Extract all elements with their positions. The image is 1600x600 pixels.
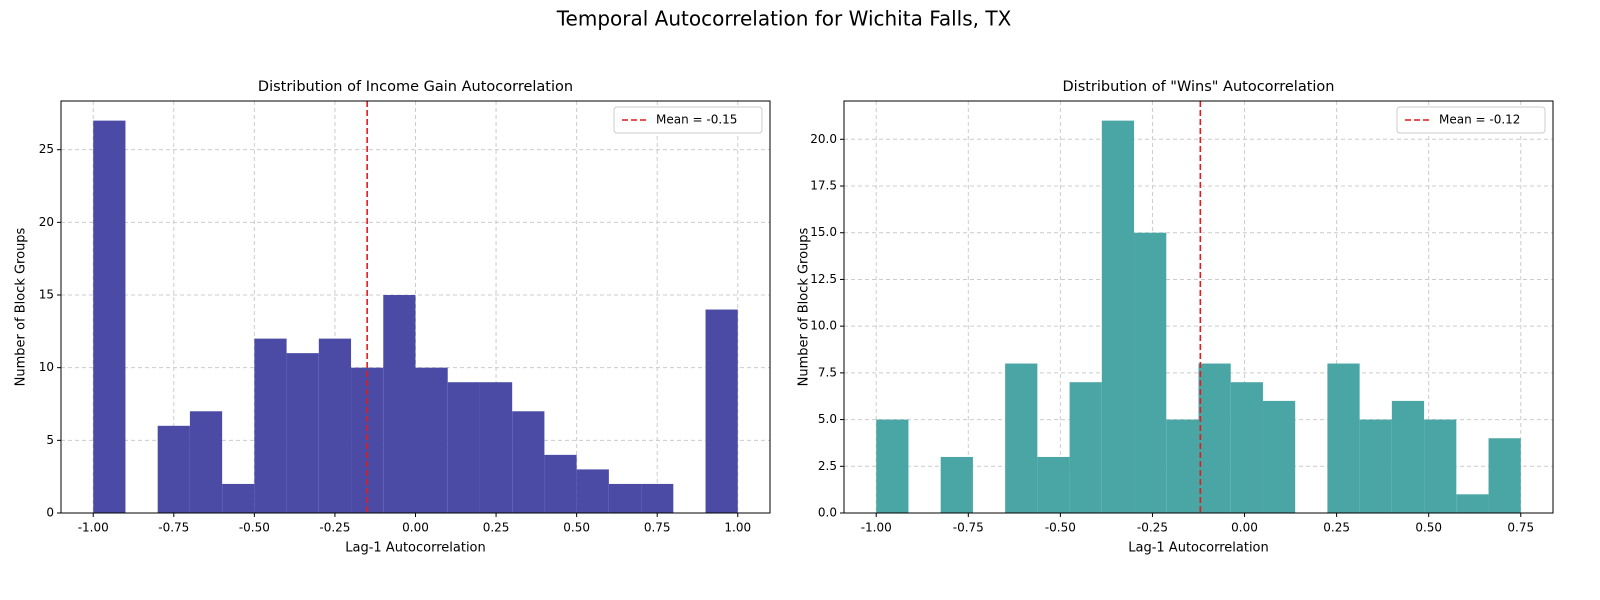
bar [318,338,352,513]
plot-frame [843,100,1554,514]
legend-box [613,106,763,134]
y-tick-label: 7.5 [818,365,837,379]
bar [189,411,223,513]
y-tick-label: 5.0 [818,412,837,426]
x-axis-label: Lag-1 Autocorrelation [345,541,486,556]
bar [544,454,577,513]
bar [222,483,255,513]
y-tick-label: 20.0 [810,132,837,146]
bar [447,382,480,513]
x-tick-label: 0.25 [1323,521,1350,535]
y-tick-label: 10.0 [810,319,837,333]
y-tick-label: 20 [39,215,54,229]
bar [1230,382,1263,513]
bar [415,367,448,513]
bar [1359,419,1392,513]
y-tick-label: 15.0 [810,225,837,239]
x-tick-label: -0.50 [239,521,270,535]
x-tick-label: 0.25 [483,521,510,535]
bar [1456,494,1489,513]
y-axis-label: Number of Block Groups [14,227,29,386]
bar [512,411,545,513]
chart-title: Distribution of Income Gain Autocorrelat… [258,79,573,95]
x-tick-label: 0.00 [402,521,429,535]
x-tick-label: 0.50 [563,521,590,535]
bar [641,483,674,513]
y-tick-label: 12.5 [810,272,837,286]
bar [705,309,738,513]
y-tick-label: 5 [46,433,54,447]
bar [286,353,319,513]
legend-label: Mean = -0.15 [656,113,737,127]
bar [157,425,190,513]
bar [1166,419,1199,513]
x-tick-label: -1.00 [78,521,109,535]
legend-box [1396,106,1546,134]
plot-frame [60,100,771,514]
bar [1424,419,1457,513]
bar [254,338,287,513]
y-tick-label: 15 [39,288,54,302]
y-tick-label: 17.5 [810,179,837,193]
x-tick-label: -1.00 [861,521,892,535]
y-tick-label: 10 [39,360,54,374]
bar [1134,232,1167,513]
bar [1262,400,1296,513]
chart-title: Distribution of "Wins" Autocorrelation [1063,79,1335,95]
x-tick-label: -0.75 [158,521,189,535]
bar [1069,382,1102,513]
x-tick-label: 0.75 [1507,521,1534,535]
x-tick-label: 0.00 [1231,521,1258,535]
bar [479,382,513,513]
x-tick-label: 1.00 [724,521,751,535]
x-tick-label: -0.50 [1045,521,1076,535]
y-tick-label: 0.0 [818,506,837,520]
bar [1327,363,1360,513]
legend-label: Mean = -0.12 [1439,113,1520,127]
y-tick-label: 2.5 [818,459,837,473]
bar [1005,363,1038,513]
bar [1198,363,1231,513]
bar [93,120,126,513]
y-tick-label: 25 [39,142,54,156]
bar [1391,400,1425,513]
x-tick-label: 0.50 [1415,521,1442,535]
x-tick-label: 0.75 [644,521,671,535]
y-axis-label: Number of Block Groups [797,227,812,386]
figure-title: Temporal Autocorrelation for Wichita Fal… [556,7,1012,31]
y-tick-label: 0 [46,506,54,520]
x-tick-label: -0.75 [953,521,984,535]
bar [383,295,416,513]
x-tick-label: -0.25 [1137,521,1168,535]
bar [1101,120,1135,513]
x-axis-label: Lag-1 Autocorrelation [1128,541,1269,556]
bar [1037,456,1070,513]
bar [876,419,909,513]
bar [1488,438,1521,513]
bar [608,483,642,513]
bar [940,456,973,513]
bar [576,469,609,513]
x-tick-label: -0.25 [319,521,350,535]
